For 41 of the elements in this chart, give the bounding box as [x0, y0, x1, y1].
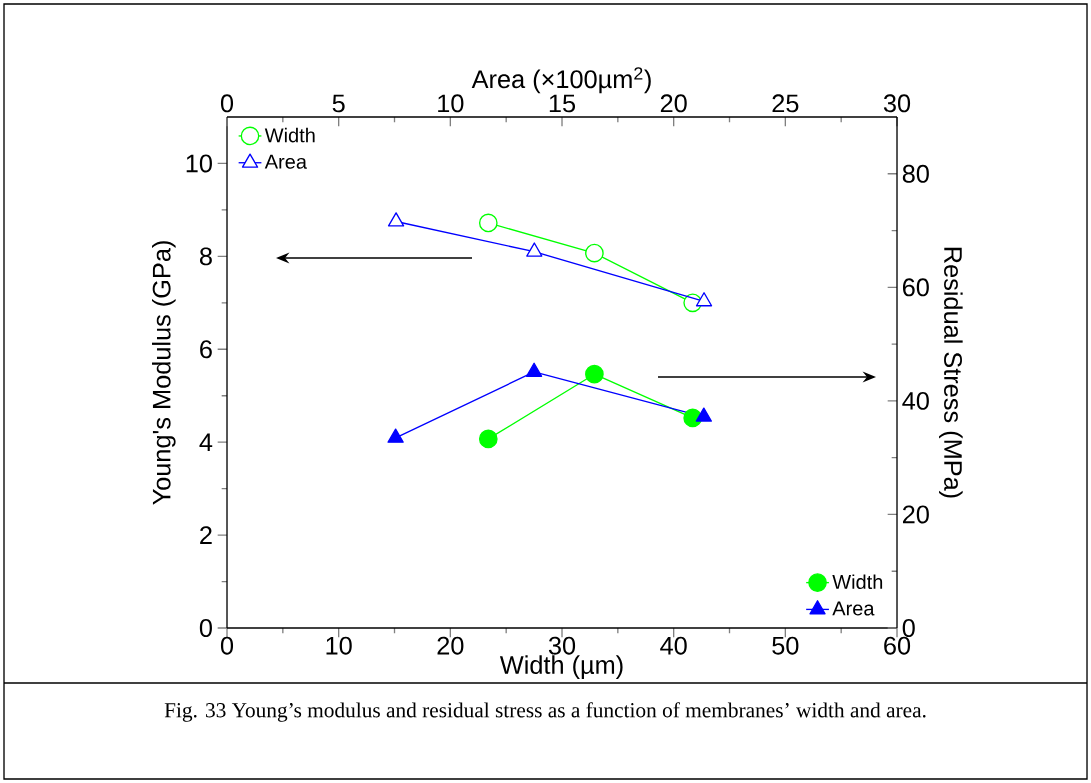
point [525, 362, 543, 377]
x-tick-label: 50 [772, 636, 799, 655]
point [585, 243, 604, 263]
caption: Fig. 33 Young’s modulus and residual stress as a function of membranes’ width and area. [164, 702, 926, 722]
x2-tick-label: 5 [332, 94, 345, 113]
legend-label: Width [264, 127, 315, 143]
x2-tick-label: 30 [883, 94, 911, 113]
point [387, 428, 404, 443]
y-axis-title: Young's Modulus (GPa) [152, 241, 176, 505]
x2-tick-label: 15 [549, 94, 576, 113]
x2-tick-label: 10 [438, 94, 464, 113]
y-tick-label: 4 [199, 433, 213, 451]
x-tick-label: 20 [437, 636, 464, 655]
x-tick-label: 10 [326, 636, 352, 655]
y-tick-label: 0 [199, 619, 212, 637]
point [695, 407, 712, 422]
y2-tick-label: 0 [902, 619, 915, 637]
y-tick-label: 10 [186, 154, 212, 173]
x2-axis-title: Area (×100µm$^{2}$) [471, 67, 651, 94]
point [478, 429, 498, 449]
x-axis-title: Width (µm) [499, 655, 623, 679]
y-tick-label: 6 [200, 340, 212, 359]
y2-tick-label: 60 [902, 278, 929, 297]
x-tick-label: 60 [884, 636, 911, 655]
y-tick-label: 8 [199, 247, 212, 266]
legend-label: Area [264, 154, 307, 169]
x-tick-label: 0 [220, 636, 234, 655]
x-tick-label: 40 [660, 636, 687, 655]
y2-tick-label: 40 [902, 391, 929, 410]
point [478, 213, 498, 233]
x2-tick-label: 0 [220, 94, 234, 113]
x-tick-label: 30 [548, 636, 576, 655]
y2-tick-label: 80 [902, 164, 929, 183]
y-tick-label: 2 [200, 526, 212, 544]
y2-tick-label: 20 [902, 505, 929, 524]
y2-axis-title: Residual Stress (MPa) [939, 247, 963, 498]
legend-label: Width [832, 574, 883, 590]
x2-tick-label: 20 [660, 94, 687, 113]
point [585, 364, 604, 384]
legend-label: Area [832, 601, 875, 616]
x2-tick-label: 25 [772, 94, 799, 113]
